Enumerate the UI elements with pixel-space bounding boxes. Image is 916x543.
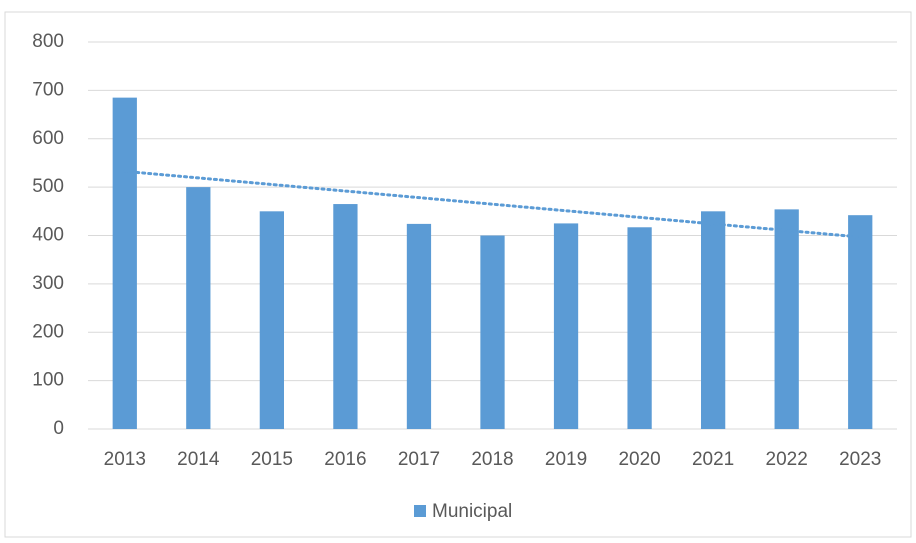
y-tick-label: 0: [53, 418, 64, 439]
bar: [553, 223, 579, 429]
y-tick-label: 500: [32, 176, 64, 197]
y-tick-label: 400: [32, 225, 64, 246]
x-tick-label: 2018: [471, 449, 513, 470]
x-tick-label: 2023: [839, 449, 881, 470]
bar: [112, 97, 137, 429]
bar: [774, 209, 799, 429]
y-tick-label: 200: [32, 321, 64, 342]
x-tick-label: 2017: [398, 449, 440, 470]
x-tick-label: 2015: [251, 449, 293, 470]
y-tick-label: 700: [32, 79, 64, 100]
x-tick-label: 2020: [618, 449, 660, 470]
legend-swatch: [414, 505, 426, 517]
bar: [259, 211, 284, 429]
y-tick-label: 100: [32, 370, 64, 391]
bar: [701, 211, 726, 429]
y-tick-label: 800: [32, 31, 64, 52]
legend-label: Municipal: [432, 501, 512, 522]
y-tick-label: 300: [32, 273, 64, 294]
x-tick-label: 2019: [545, 449, 587, 470]
x-tick-label: 2016: [324, 449, 366, 470]
x-tick-label: 2014: [177, 449, 220, 470]
x-tick-label: 2022: [766, 449, 808, 470]
bar: [480, 235, 505, 429]
x-tick-label: 2013: [104, 449, 146, 470]
bar: [406, 223, 432, 429]
trendline: [123, 169, 862, 239]
bar: [186, 187, 211, 429]
bar: [627, 227, 652, 429]
y-tick-label: 600: [32, 128, 64, 149]
bar: [333, 204, 358, 429]
chart-frame: [4, 11, 912, 538]
bar: [848, 215, 873, 429]
x-tick-label: 2021: [692, 449, 734, 470]
